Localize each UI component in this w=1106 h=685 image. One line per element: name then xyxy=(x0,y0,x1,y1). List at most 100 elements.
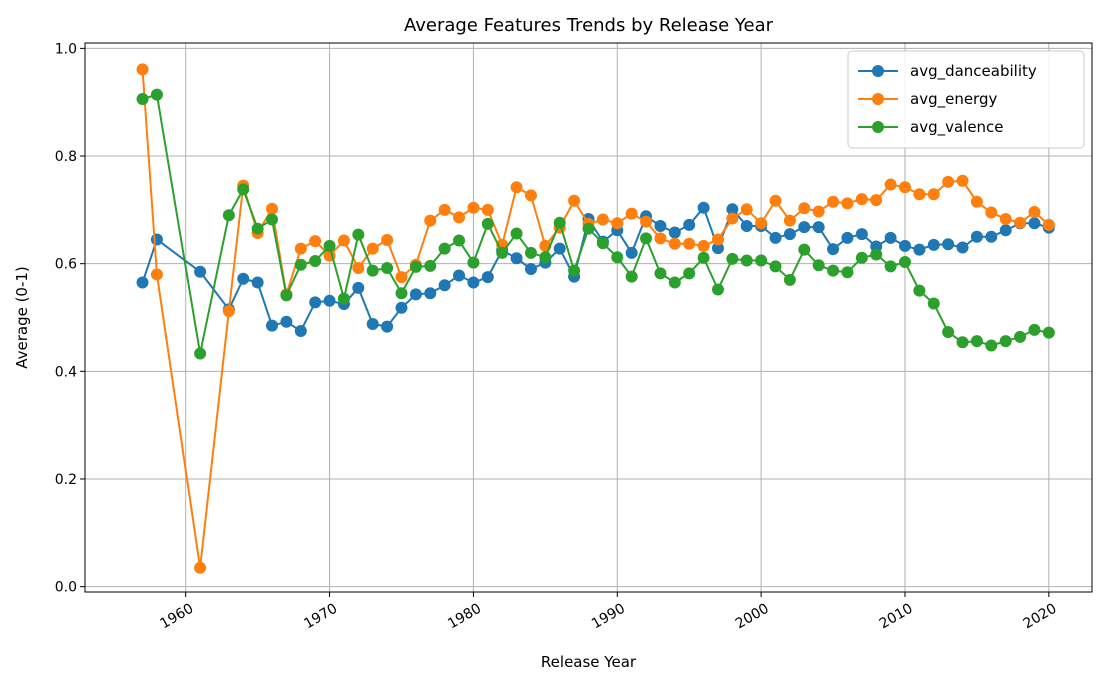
data-point-avg_danceability xyxy=(323,294,336,307)
data-point-avg_energy xyxy=(611,217,624,230)
data-point-avg_danceability xyxy=(395,301,408,314)
data-point-avg_valence xyxy=(827,264,840,277)
data-point-avg_valence xyxy=(812,259,825,272)
data-point-avg_valence xyxy=(309,254,322,267)
data-point-avg_danceability xyxy=(726,203,739,216)
data-point-avg_danceability xyxy=(424,287,437,300)
data-point-avg_energy xyxy=(726,212,739,225)
data-point-avg_energy xyxy=(841,197,854,210)
data-point-avg_danceability xyxy=(812,221,825,234)
y-tick-label: 0.2 xyxy=(55,472,77,488)
data-point-avg_valence xyxy=(942,326,955,339)
data-point-avg_energy xyxy=(467,201,480,214)
data-point-avg_danceability xyxy=(913,243,926,256)
data-point-avg_danceability xyxy=(280,315,293,328)
data-point-avg_valence xyxy=(841,266,854,279)
data-point-avg_valence xyxy=(194,347,207,360)
data-point-avg_valence xyxy=(683,267,696,280)
data-point-avg_danceability xyxy=(366,317,379,330)
data-point-avg_danceability xyxy=(352,281,365,294)
data-point-avg_valence xyxy=(740,254,753,267)
data-point-avg_energy xyxy=(812,205,825,218)
data-point-avg_valence xyxy=(568,264,581,277)
x-axis-label: Release Year xyxy=(541,653,637,671)
data-point-avg_valence xyxy=(323,239,336,252)
legend-entry-label: avg_valence xyxy=(910,118,1004,137)
data-point-avg_valence xyxy=(985,339,998,352)
data-point-avg_valence xyxy=(222,209,235,222)
legend-entry-label: avg_danceability xyxy=(910,62,1037,81)
data-point-avg_energy xyxy=(740,203,753,216)
data-point-avg_danceability xyxy=(697,201,710,214)
data-point-avg_valence xyxy=(496,246,509,259)
data-point-avg_energy xyxy=(898,181,911,194)
data-point-avg_danceability xyxy=(467,276,480,289)
data-point-avg_valence xyxy=(366,264,379,277)
data-point-avg_valence xyxy=(898,256,911,269)
data-point-avg_danceability xyxy=(956,241,969,254)
data-point-avg_energy xyxy=(568,194,581,207)
data-point-avg_danceability xyxy=(855,228,868,241)
data-point-avg_valence xyxy=(453,234,466,247)
data-point-avg_energy xyxy=(827,195,840,208)
data-point-avg_valence xyxy=(956,336,969,349)
data-point-avg_energy xyxy=(769,194,782,207)
data-point-avg_energy xyxy=(654,232,667,245)
legend-box xyxy=(847,50,1085,149)
data-point-avg_valence xyxy=(625,270,638,283)
data-point-avg_valence xyxy=(596,237,609,250)
data-point-avg_energy xyxy=(395,271,408,284)
data-point-avg_valence xyxy=(769,260,782,273)
data-point-avg_danceability xyxy=(453,269,466,282)
data-point-avg_energy xyxy=(438,203,451,216)
data-point-avg_energy xyxy=(294,242,307,255)
data-point-avg_valence xyxy=(438,242,451,255)
data-point-avg_valence xyxy=(280,289,293,302)
data-point-avg_energy xyxy=(625,207,638,220)
data-point-avg_energy xyxy=(870,194,883,207)
data-point-avg_valence xyxy=(668,276,681,289)
series-avg_valence xyxy=(136,88,1055,360)
data-point-avg_valence xyxy=(970,335,983,348)
data-point-avg_energy xyxy=(136,63,149,76)
data-point-avg_valence xyxy=(381,261,394,274)
data-point-avg_valence xyxy=(539,251,552,264)
data-point-avg_energy xyxy=(884,178,897,191)
data-point-avg_energy xyxy=(956,174,969,187)
data-point-avg_valence xyxy=(697,251,710,264)
data-point-avg_energy xyxy=(798,202,811,215)
data-point-avg_valence xyxy=(1014,330,1027,343)
data-point-avg_energy xyxy=(755,217,768,230)
data-point-avg_energy xyxy=(999,213,1012,225)
data-point-avg_valence xyxy=(481,217,494,230)
data-point-avg_danceability xyxy=(769,231,782,244)
data-point-avg_valence xyxy=(524,246,537,259)
data-point-avg_energy xyxy=(222,305,235,318)
data-point-avg_danceability xyxy=(510,252,523,265)
data-point-avg_energy xyxy=(985,206,998,219)
data-point-avg_valence xyxy=(1028,323,1041,336)
data-point-avg_valence xyxy=(582,222,595,235)
data-point-avg_energy xyxy=(366,242,379,255)
data-point-avg_danceability xyxy=(927,238,940,251)
data-point-avg_danceability xyxy=(294,324,307,337)
series-layer xyxy=(136,63,1055,574)
y-tick-label: 0.8 xyxy=(55,149,77,165)
data-point-avg_valence xyxy=(654,267,667,280)
data-point-avg_energy xyxy=(640,215,653,228)
legend-swatch-marker xyxy=(872,65,884,77)
data-point-avg_danceability xyxy=(999,224,1012,237)
data-point-avg_valence xyxy=(251,222,264,235)
data-point-avg_energy xyxy=(913,188,926,201)
data-point-avg_danceability xyxy=(827,243,840,256)
data-point-avg_energy xyxy=(309,235,322,248)
data-point-avg_valence xyxy=(467,256,480,269)
data-point-avg_valence xyxy=(352,228,365,241)
data-point-avg_valence xyxy=(726,252,739,265)
data-point-avg_valence xyxy=(1042,326,1055,339)
data-point-avg_energy xyxy=(855,193,868,206)
data-point-avg_energy xyxy=(596,213,609,226)
data-point-avg_energy xyxy=(683,237,696,250)
data-point-avg_energy xyxy=(352,261,365,274)
